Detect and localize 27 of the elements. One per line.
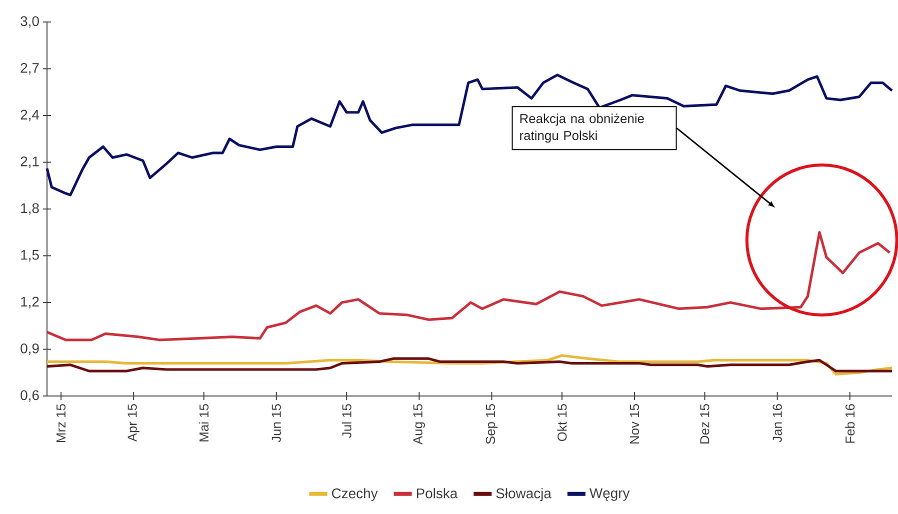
- x-tick-label: Aug 15: [413, 404, 425, 445]
- legend-label: Czechy: [332, 488, 378, 502]
- x-tick-label: Apr 15: [128, 404, 140, 442]
- y-tick-label: 1,5: [21, 250, 39, 262]
- x-tick-label: Jan 16: [772, 404, 782, 442]
- x-tick-label: Mai 15: [199, 404, 209, 442]
- x-tick-label: Jun 15: [272, 404, 281, 442]
- y-tick-label: 2,4: [20, 110, 40, 122]
- y-tick-label: 1,8: [21, 203, 39, 215]
- y-tick-label: 2,1: [20, 156, 39, 168]
- y-tick-label: 3,0: [20, 16, 39, 28]
- x-tick-label: Feb 16: [845, 404, 855, 443]
- x-tick-label: Okt 15: [557, 404, 567, 442]
- y-tick-label: 0,9: [20, 343, 39, 356]
- y-tick-label: 0,6: [20, 390, 39, 402]
- x-tick-label: Mrz 15: [56, 404, 66, 442]
- x-tick-label: Sep 15: [486, 404, 498, 444]
- line-series: [46, 231, 891, 342]
- y-tick-label: 2,7: [20, 62, 39, 75]
- annotation: Reakcja na obniżenie ratingu Polski: [520, 114, 644, 143]
- y-tick-label: 1,2: [21, 296, 39, 308]
- legend-label: Węgry: [589, 488, 630, 501]
- x-tick-label: Dez 15: [700, 404, 710, 444]
- x-tick-label: Jul 15: [342, 404, 352, 438]
- legend-label: Słowacja: [496, 488, 552, 502]
- legend-label: Polska: [416, 488, 458, 498]
- x-tick-label: Nov 15: [630, 404, 640, 444]
